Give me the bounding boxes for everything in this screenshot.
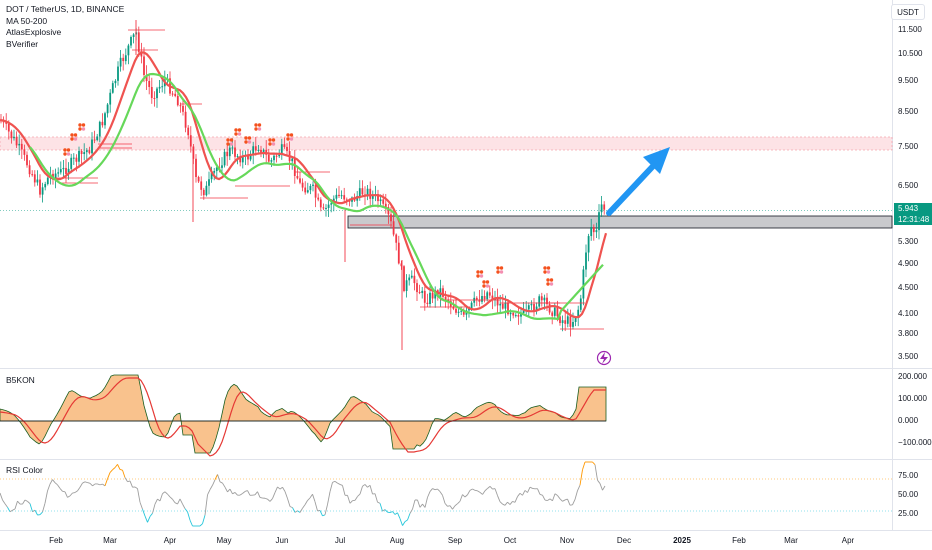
time-axis-label: Nov bbox=[559, 536, 575, 545]
bskon-axis-label: 0.000 bbox=[898, 416, 919, 425]
lightning-icon[interactable] bbox=[596, 350, 612, 366]
price-axis-label: 5.300 bbox=[898, 237, 919, 246]
price-axis-label: 9.500 bbox=[898, 76, 919, 85]
time-axis-label: Dec bbox=[616, 536, 632, 545]
rsi-title[interactable]: RSI Color bbox=[6, 465, 43, 475]
price-axis-label: 6.500 bbox=[898, 181, 919, 190]
time-axis-label: Jun bbox=[275, 536, 289, 545]
price-axis-label: 11.500 bbox=[898, 25, 922, 34]
price-axis-label: 4.100 bbox=[898, 309, 919, 318]
ma-slow-line bbox=[29, 72, 604, 321]
last-price-tag: 5.943 12:31:48 bbox=[894, 203, 932, 225]
chart-legend: DOT / TetherUS, 1D, BINANCE MA 50-200 At… bbox=[6, 4, 124, 50]
time-axis-label: 2025 bbox=[673, 536, 691, 545]
bskon-axis-label: −100.000 bbox=[898, 438, 932, 447]
price-axis-label: 7.500 bbox=[898, 142, 919, 151]
time-axis-label: Apr bbox=[163, 536, 177, 545]
last-price-value: 5.943 bbox=[898, 204, 919, 213]
rsi-axis-label: 75.00 bbox=[898, 471, 919, 480]
time-axis-label: Feb bbox=[732, 536, 746, 545]
time-axis-label: Mar bbox=[784, 536, 798, 545]
time-axis-label: May bbox=[216, 536, 232, 545]
countdown-timer: 12:31:48 bbox=[898, 215, 930, 224]
time-axis-label: Aug bbox=[389, 536, 405, 545]
projection-arrow[interactable] bbox=[606, 147, 670, 216]
time-axis-label: Apr bbox=[841, 536, 855, 545]
time-axis-label: Oct bbox=[503, 536, 517, 545]
candlestick-series bbox=[0, 20, 606, 350]
time-axis-label: Sep bbox=[447, 536, 463, 545]
rsi-axis-label: 50.00 bbox=[898, 490, 919, 499]
overlay-atlas[interactable]: AtlasExplosive bbox=[6, 27, 62, 37]
price-axis-label: 4.500 bbox=[898, 283, 919, 292]
signal-markers bbox=[63, 123, 554, 288]
rsi-axis-label: 25.00 bbox=[898, 509, 919, 518]
symbol-title[interactable]: DOT / TetherUS, 1D, BINANCE bbox=[6, 4, 125, 14]
overlay-ma[interactable]: MA 50-200 bbox=[6, 15, 48, 26]
price-axis-label: 3.500 bbox=[898, 352, 919, 361]
price-axis-label: 8.500 bbox=[898, 107, 919, 116]
price-axis-label: 4.900 bbox=[898, 259, 919, 268]
price-axis-label: 10.500 bbox=[898, 49, 923, 58]
bskon-axis-label: 200.000 bbox=[898, 372, 927, 381]
rsi-pane[interactable] bbox=[0, 461, 892, 527]
overlay-bverifier[interactable]: BVerifier bbox=[6, 38, 39, 49]
support-zone[interactable] bbox=[347, 215, 893, 229]
ma-fast-line bbox=[0, 51, 608, 319]
time-axis-label: Mar bbox=[103, 536, 117, 545]
price-axis-label: 3.800 bbox=[898, 329, 919, 338]
bskon-pane[interactable] bbox=[0, 374, 607, 457]
time-axis-label: Jul bbox=[334, 536, 346, 545]
resistance-zone[interactable] bbox=[0, 136, 893, 151]
time-axis-label: Feb bbox=[49, 536, 63, 545]
bskon-axis-label: 100.000 bbox=[898, 394, 927, 403]
bskon-title[interactable]: B5KON bbox=[6, 375, 35, 385]
currency-button[interactable]: USDT bbox=[891, 4, 925, 20]
